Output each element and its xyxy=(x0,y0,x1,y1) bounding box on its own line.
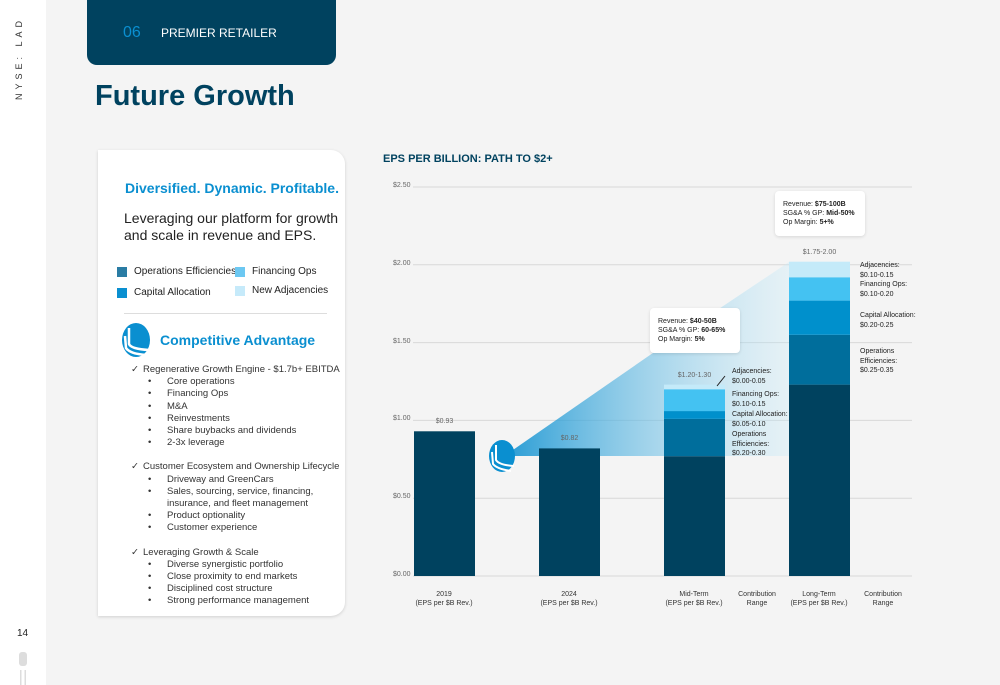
advantage-item: Disciplined cost structure xyxy=(125,583,340,595)
advantage-item: 2-3x leverage xyxy=(125,437,340,449)
x-axis-label: Mid-Term (EPS per $B Rev.) xyxy=(665,591,723,607)
mid-contribution-note: Operations Efficiencies: $0.20-0.30 xyxy=(732,431,770,457)
tooltip-label: SG&A % GP: xyxy=(658,327,702,334)
tooltip-value: 5% xyxy=(694,336,705,343)
advantage-item: Close proximity to end markets xyxy=(125,571,340,583)
advantage-item: Reinvestments xyxy=(125,413,340,425)
bar-segment-cap xyxy=(664,411,725,419)
legend-label: New Adjacencies xyxy=(252,285,329,296)
legend-swatch xyxy=(117,266,127,277)
long-contribution-note: Operations Efficiencies: $0.25-0.35 xyxy=(860,348,898,374)
competitive-advantage-title: Competitive Advantage xyxy=(160,332,316,348)
legend-item: Capital Allocation xyxy=(117,287,211,298)
long-contribution-note: Adjacencies: $0.10-0.15 xyxy=(860,262,900,279)
page-number: 14 xyxy=(17,628,29,639)
advantage-group: Customer Ecosystem and Ownership Lifecyc… xyxy=(125,461,340,534)
bar-segment-fin xyxy=(789,277,850,301)
y-tick-label: $2.50 xyxy=(393,182,411,189)
advantage-item: Strong performance management xyxy=(125,595,340,607)
advantage-group: Leveraging Growth & ScaleDiverse synergi… xyxy=(125,547,340,608)
x-axis-label: Contribution Range xyxy=(864,591,902,607)
logo-stroke xyxy=(495,445,515,467)
tooltip-value: 60-65% xyxy=(701,327,726,334)
y-tick-label: $0.50 xyxy=(393,493,411,501)
y-tick-label: $1.00 xyxy=(393,415,411,423)
advantage-item: Diverse synergistic portfolio xyxy=(125,559,340,571)
y-tick-label: $1.50 xyxy=(393,337,411,345)
legend-swatch xyxy=(117,287,127,298)
x-axis-label: Contribution Range xyxy=(738,591,776,607)
legend-label: Operations Efficiencies xyxy=(134,266,237,277)
tooltip-label: Op Margin: xyxy=(783,219,820,226)
legend-item: Operations Efficiencies xyxy=(117,266,236,277)
x-axis-label: 2024 (EPS per $B Rev.) xyxy=(540,591,598,607)
legend-item: New Adjacencies xyxy=(235,285,328,296)
legend-swatch xyxy=(235,266,245,277)
bar-segment-fin xyxy=(664,389,725,412)
tooltip-label: Revenue: xyxy=(783,201,815,208)
tooltip-value: $40-50B xyxy=(689,318,717,325)
legend-item: Financing Ops xyxy=(235,266,316,277)
x-axis-label: Long-Term (EPS per $B Rev.) xyxy=(790,591,848,607)
lead-text: Leveraging our platform for growth and s… xyxy=(124,210,338,243)
company-logo-icon xyxy=(122,323,150,357)
logo-stroke xyxy=(491,451,512,472)
long-term-tooltip: Revenue: $75-100B SG&A % GP: Mid-50% Op Ma… xyxy=(775,191,865,236)
bar-value-label: $1.75-2.00 xyxy=(802,248,837,256)
mid-term-tooltip: Revenue: $40-50B SG&A % GP: 60-65% Op Marg… xyxy=(650,308,740,353)
bar-value-label: $1.20-1.30 xyxy=(677,371,712,379)
advantage-item: M&A xyxy=(125,401,340,413)
bar-value-label: $0.93 xyxy=(435,418,454,426)
mid-contribution-note: Financing Ops: $0.10-0.15 xyxy=(732,391,780,408)
tooltip-label: Op Margin: xyxy=(658,336,695,343)
chart-title: EPS PER BILLION: PATH TO $2+ xyxy=(383,153,553,165)
advantage-heading: Regenerative Growth Engine - $1.7b+ EBIT… xyxy=(125,364,340,376)
advantage-group: Regenerative Growth Engine - $1.7b+ EBIT… xyxy=(125,364,340,450)
bar-segment-base xyxy=(414,431,475,576)
long-contribution-note: Capital Allocation: $0.20-0.25 xyxy=(860,312,916,329)
legend-label: Financing Ops xyxy=(252,266,317,277)
advantage-heading: Leveraging Growth & Scale xyxy=(125,547,340,559)
y-tick-label: $2.00 xyxy=(393,259,411,267)
bar-segment-base xyxy=(539,448,600,576)
bar-segment-cap xyxy=(789,300,850,335)
bar-segment-ops xyxy=(664,418,725,457)
section-tab xyxy=(87,0,336,65)
bar-segment-base xyxy=(789,384,850,576)
advantage-item: Product optionality xyxy=(125,510,340,522)
advantage-item: Customer experience xyxy=(125,522,340,534)
advantage-item: Core operations xyxy=(125,376,340,388)
tooltip-label: SG&A % GP: xyxy=(783,210,827,217)
y-tick-label: $0.00 xyxy=(393,571,411,578)
tagline: Diversified. Dynamic. Profitable. xyxy=(125,180,339,196)
leader-line xyxy=(716,375,726,387)
bar-value-label: $0.82 xyxy=(560,435,579,443)
tooltip-value: Mid-50% xyxy=(826,210,855,217)
legend-swatch xyxy=(235,285,245,296)
advantage-item: Financing Ops xyxy=(125,388,340,400)
mid-contribution-note: Capital Allocation: $0.05-0.10 xyxy=(732,411,788,428)
tooltip-value: 5+% xyxy=(819,219,834,226)
bar-segment-adj xyxy=(664,384,725,390)
advantage-item: Share buybacks and dividends xyxy=(125,425,340,437)
bar-segment-adj xyxy=(789,261,850,278)
legend-label: Capital Allocation xyxy=(134,287,211,298)
section-title: PREMIER RETAILER xyxy=(161,26,277,40)
long-contribution-note: Financing Ops: $0.10-0.20 xyxy=(860,281,908,298)
advantage-list: Regenerative Growth Engine - $1.7b+ EBIT… xyxy=(125,364,340,620)
tooltip-value: $75-100B xyxy=(814,201,846,208)
advantage-item: Driveway and GreenCars xyxy=(125,474,340,486)
x-axis-label: 2019 (EPS per $B Rev.) xyxy=(415,591,473,607)
section-number: 06 xyxy=(123,24,141,41)
divider xyxy=(124,313,327,314)
bar-segment-base xyxy=(664,456,725,576)
advantage-item: Sales, sourcing, service, financing, ins… xyxy=(125,486,340,510)
car-icon xyxy=(19,652,27,685)
tooltip-label: Revenue: xyxy=(658,318,690,325)
page-title: Future Growth xyxy=(95,80,295,112)
mid-contribution-note: Adjacencies: $0.00-0.05 xyxy=(732,368,772,385)
bar-segment-ops xyxy=(789,334,850,385)
advantage-heading: Customer Ecosystem and Ownership Lifecyc… xyxy=(125,461,340,473)
